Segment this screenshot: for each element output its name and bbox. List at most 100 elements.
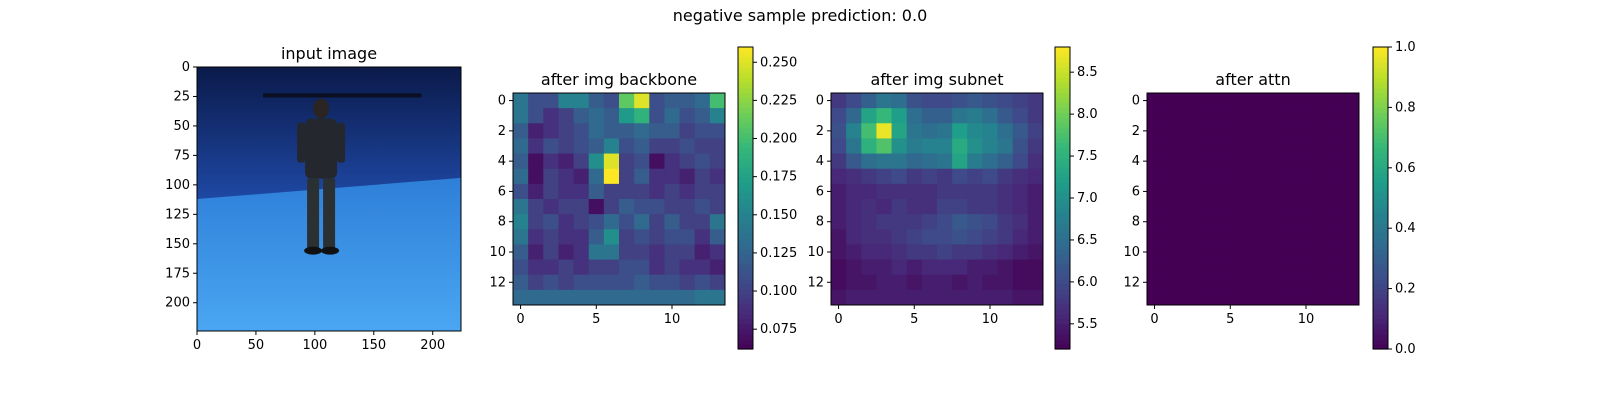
heatmap-cell	[513, 138, 529, 155]
rig-bar	[263, 93, 422, 98]
heatmap-cell	[1162, 138, 1178, 155]
heatmap-cell	[1313, 289, 1330, 306]
heatmap-cell	[876, 108, 893, 124]
heatmap-cell	[649, 229, 665, 245]
heatmap-cell	[831, 274, 847, 291]
heatmap-cell	[603, 229, 620, 245]
heatmap-cell	[1162, 259, 1178, 276]
heatmap-cell	[1207, 244, 1224, 261]
heatmap-cell	[588, 229, 605, 245]
colorbar-segment	[738, 328, 753, 335]
colorbar-segment	[1373, 338, 1388, 345]
heatmap-cell	[1192, 274, 1209, 291]
colorbar-tick-label: 1.0	[1395, 40, 1416, 55]
heatmap-cell	[1177, 229, 1193, 245]
heatmap-cell	[1328, 138, 1345, 155]
heatmap-cell	[906, 199, 923, 215]
heatmap-cell	[528, 153, 544, 170]
heatmap-cell	[1313, 183, 1330, 200]
colorbar-segment	[1055, 167, 1070, 174]
heatmap-cell	[846, 123, 862, 139]
heatmap-cell	[543, 123, 559, 139]
heatmap-cell	[573, 259, 590, 276]
heatmap-cell	[937, 214, 953, 230]
heatmap-cell	[513, 244, 529, 261]
heatmap-cell	[1162, 153, 1178, 170]
colorbar: 0.075 0.100 0.125 0.150 0.175 0.200 0.225 0.250	[737, 46, 797, 350]
heatmap-cell	[1283, 274, 1299, 291]
heatmap-cell	[694, 168, 711, 185]
y-tick-label: 0	[182, 60, 190, 75]
heatmap-cell	[846, 289, 862, 306]
person-arm-right	[337, 122, 346, 163]
heatmap-cell	[937, 259, 953, 276]
colorbar-segment	[1373, 308, 1388, 315]
heatmap-cell	[876, 274, 893, 291]
heatmap-cell	[603, 183, 620, 200]
heatmap-cell	[1012, 199, 1029, 215]
heatmap-cell	[891, 199, 908, 215]
colorbar-segment	[1373, 283, 1388, 290]
colorbar-segment	[1373, 97, 1388, 103]
colorbar-segment	[1055, 142, 1070, 149]
colorbar: 0.0 0.2 0.4 0.6 0.8 1.0	[1372, 40, 1416, 357]
colorbar-segment	[738, 198, 753, 204]
heatmap-cell	[664, 214, 681, 230]
y-tick-label: 100	[165, 178, 190, 193]
heatmap-cell	[603, 259, 620, 276]
heatmap-cell	[1192, 153, 1209, 170]
colorbar-segment	[1373, 278, 1388, 285]
heatmap-cell	[1313, 123, 1330, 139]
colorbar-segment	[1373, 102, 1388, 108]
heatmap-cell	[1237, 274, 1254, 291]
heatmap-cell	[603, 244, 620, 261]
heatmap-cell	[1207, 153, 1224, 170]
colorbar-segment	[1373, 273, 1388, 280]
colorbar-segment	[1055, 288, 1070, 295]
colorbar-segment	[738, 223, 753, 229]
heatmap-cell	[709, 259, 726, 276]
heatmap-cell	[1343, 274, 1360, 291]
heatmap-cell	[921, 153, 938, 170]
heatmap-cell	[573, 93, 590, 109]
heatmap-cell	[1313, 93, 1330, 109]
heatmap-cell	[1237, 289, 1254, 306]
heatmap-cell	[846, 108, 862, 124]
colorbar-segment	[738, 162, 753, 169]
heatmap-cell	[1298, 93, 1315, 109]
colorbar-segment	[1373, 233, 1388, 239]
heatmap-cell	[603, 168, 620, 185]
heatmap-cell	[634, 214, 650, 230]
colorbar-segment	[738, 258, 753, 265]
heatmap-cell	[543, 199, 559, 215]
heatmap-cell	[967, 168, 983, 185]
heatmap-cell	[588, 183, 605, 200]
heatmap-cell	[1298, 214, 1315, 230]
heatmap-cell	[543, 214, 559, 230]
heatmap-cell	[1283, 214, 1299, 230]
heatmap-cell	[679, 153, 696, 170]
heatmap-cell	[573, 108, 590, 124]
y-tick-label: 200	[165, 296, 190, 311]
heatmap-cell	[1147, 168, 1163, 185]
heatmap-cell	[1222, 168, 1239, 185]
heatmap-cell	[649, 138, 665, 155]
heatmap-cell	[664, 93, 681, 109]
heatmap-cell	[831, 123, 847, 139]
person-leg-left	[307, 178, 320, 249]
heatmap-cell	[1027, 259, 1044, 276]
heatmap-cell	[513, 229, 529, 245]
heatmap-cell	[619, 153, 635, 170]
heatmap-cell	[1027, 168, 1044, 185]
colorbar-segment	[1373, 72, 1388, 78]
heatmap-cell	[1177, 108, 1193, 124]
heatmap-cell	[1222, 93, 1239, 109]
heatmap-cell	[1268, 199, 1284, 215]
heatmap-cell	[1283, 153, 1299, 170]
colorbar-segment	[1055, 137, 1070, 144]
colorbar-segment	[738, 192, 753, 199]
panel-3: after img subnet 0 5 10 0 2 4 6 8 10 12 5.5 6.0 6.5 7.…	[807, 46, 1098, 350]
heatmap-cell	[1237, 93, 1254, 109]
heatmap-cell	[997, 259, 1014, 276]
heatmap-cell	[1313, 259, 1330, 276]
